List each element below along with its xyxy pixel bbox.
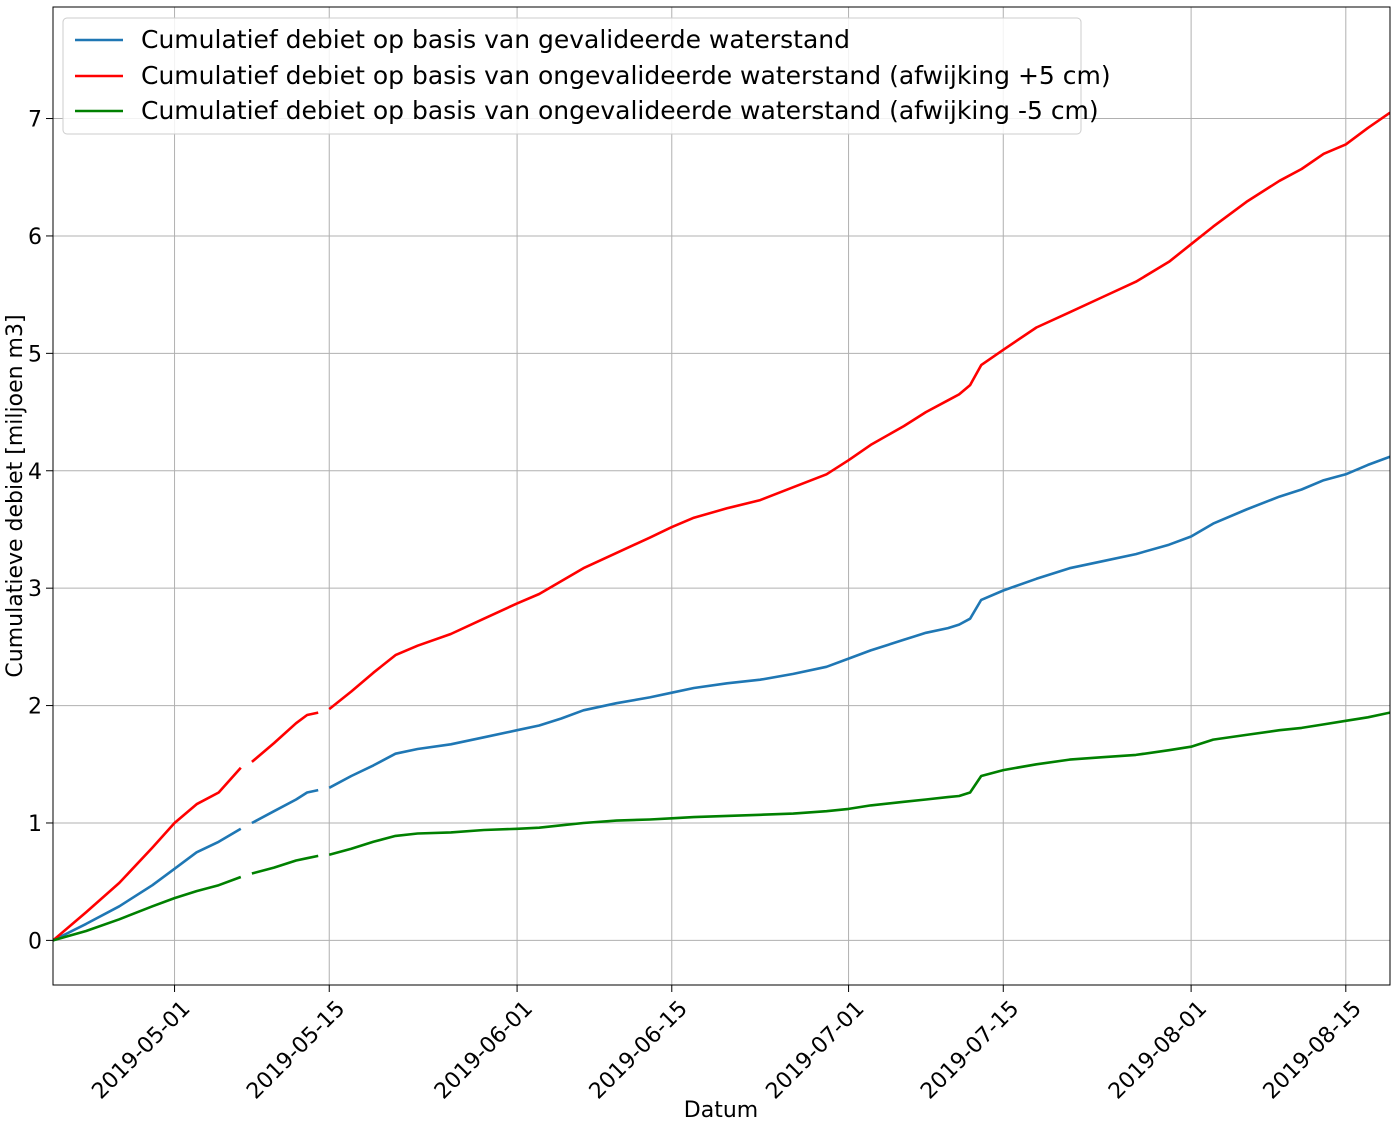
y-tick-label: 1 [28,812,42,837]
y-tick-label: 7 [28,108,42,133]
gridlines [53,7,1390,985]
y-tick-label: 3 [28,577,42,602]
y-tick-label: 6 [28,225,42,250]
series-line-min5 [328,711,1390,856]
series-line-gevalideerd [251,788,319,825]
y-tick-label: 0 [28,929,42,954]
series-line-gevalideerd [53,827,242,942]
legend-label-gevalideerd: Cumulatief debiet op basis van gevalidee… [141,25,850,54]
series-line-gevalideerd [328,455,1390,789]
y-axis-label: Cumulatieve debiet [miljoen m3] [3,314,28,677]
y-tick-label: 5 [28,342,42,367]
legend-label-min5: Cumulatief debiet op basis van ongevalid… [141,96,1099,125]
y-tick-label: 2 [28,695,42,720]
legend-label-plus5: Cumulatief debiet op basis van ongevalid… [141,61,1111,90]
legend: Cumulatief debiet op basis van gevalidee… [62,17,1111,135]
legend-box [62,17,1082,135]
series-lines [53,111,1390,942]
series-line-plus5 [251,711,319,763]
series-line-plus5 [53,766,242,942]
x-axis-label: Datum [684,1098,758,1123]
series-line-plus5 [328,111,1390,711]
series-line-min5 [251,854,319,875]
series-line-min5 [53,875,242,942]
y-tick-label: 4 [28,460,42,485]
plot-frame [52,6,1391,986]
